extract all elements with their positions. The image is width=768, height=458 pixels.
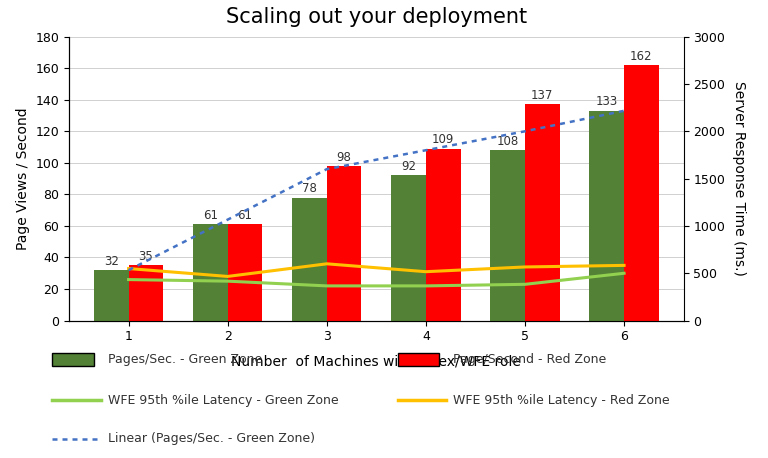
Bar [525,104,560,321]
Bar [426,149,461,321]
FancyBboxPatch shape [398,353,439,365]
Bar [624,65,659,321]
Bar [227,224,263,321]
Text: 35: 35 [138,250,154,263]
Bar [193,224,227,321]
Bar [589,111,624,321]
Text: Page/Second - Red Zone: Page/Second - Red Zone [453,353,607,366]
Title: Scaling out your deployment: Scaling out your deployment [226,7,527,27]
Bar [391,175,426,321]
Text: 109: 109 [432,133,455,146]
Y-axis label: Server Response Time (ms.): Server Response Time (ms.) [732,81,746,276]
Text: 137: 137 [531,89,554,102]
X-axis label: Number  of Machines with Index/WFE role: Number of Machines with Index/WFE role [231,354,521,368]
Text: WFE 95th %ile Latency - Green Zone: WFE 95th %ile Latency - Green Zone [108,394,338,407]
Text: 32: 32 [104,255,119,268]
Text: 61: 61 [237,209,253,222]
Text: Pages/Sec. - Green Zone: Pages/Sec. - Green Zone [108,353,262,366]
Text: 92: 92 [401,160,416,173]
Bar [326,166,362,321]
Text: 133: 133 [596,95,617,109]
Bar [292,197,326,321]
Text: Linear (Pages/Sec. - Green Zone): Linear (Pages/Sec. - Green Zone) [108,432,315,445]
Y-axis label: Page Views / Second: Page Views / Second [16,107,30,250]
FancyBboxPatch shape [52,353,94,365]
Text: 61: 61 [203,209,218,222]
Text: 108: 108 [496,135,518,148]
Text: 78: 78 [302,182,317,195]
Text: WFE 95th %ile Latency - Red Zone: WFE 95th %ile Latency - Red Zone [453,394,670,407]
Bar [94,270,128,321]
Text: 162: 162 [631,49,653,63]
Bar [490,150,525,321]
Bar [128,265,164,321]
Text: 98: 98 [336,151,352,164]
